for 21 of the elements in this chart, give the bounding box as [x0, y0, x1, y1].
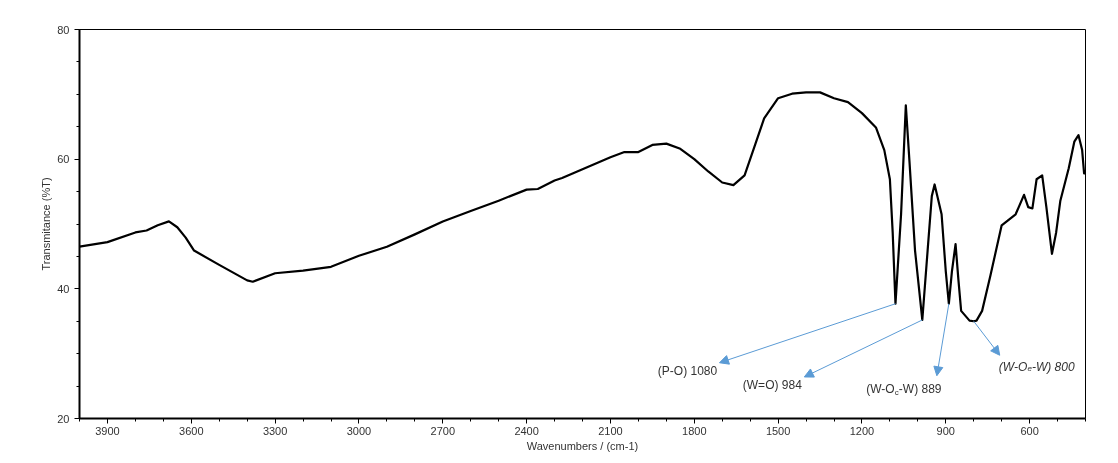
x-tick-label: 900: [936, 424, 955, 437]
annotation: (W=O) 984: [742, 377, 803, 392]
annotation: (W-Oe-W) 800: [998, 360, 1075, 375]
y-tick-label: 20: [57, 412, 70, 425]
x-tick-label: 3300: [262, 424, 288, 437]
y-tick-label: 40: [57, 282, 70, 295]
y-axis-title: Transmitance (%T): [40, 177, 53, 271]
x-axis-title: Wavenumbers / (cm-1): [526, 439, 639, 452]
x-tick-label: 2100: [598, 424, 623, 437]
annotation: (P-O) 1080: [657, 363, 718, 378]
x-tick-label: 3900: [95, 424, 120, 437]
x-tick-label: 1800: [682, 424, 707, 437]
x-tick-label: 1500: [765, 424, 791, 437]
y-tick-label: 80: [57, 23, 70, 36]
x-tick-label: 2700: [430, 424, 456, 437]
x-tick-label: 3000: [346, 424, 372, 437]
x-tick-label: 2400: [514, 424, 539, 437]
x-tick-label: 3600: [179, 424, 204, 437]
x-tick-label: 600: [1020, 424, 1039, 437]
x-tick-label: 1200: [849, 424, 875, 437]
y-tick-label: 60: [57, 153, 70, 166]
